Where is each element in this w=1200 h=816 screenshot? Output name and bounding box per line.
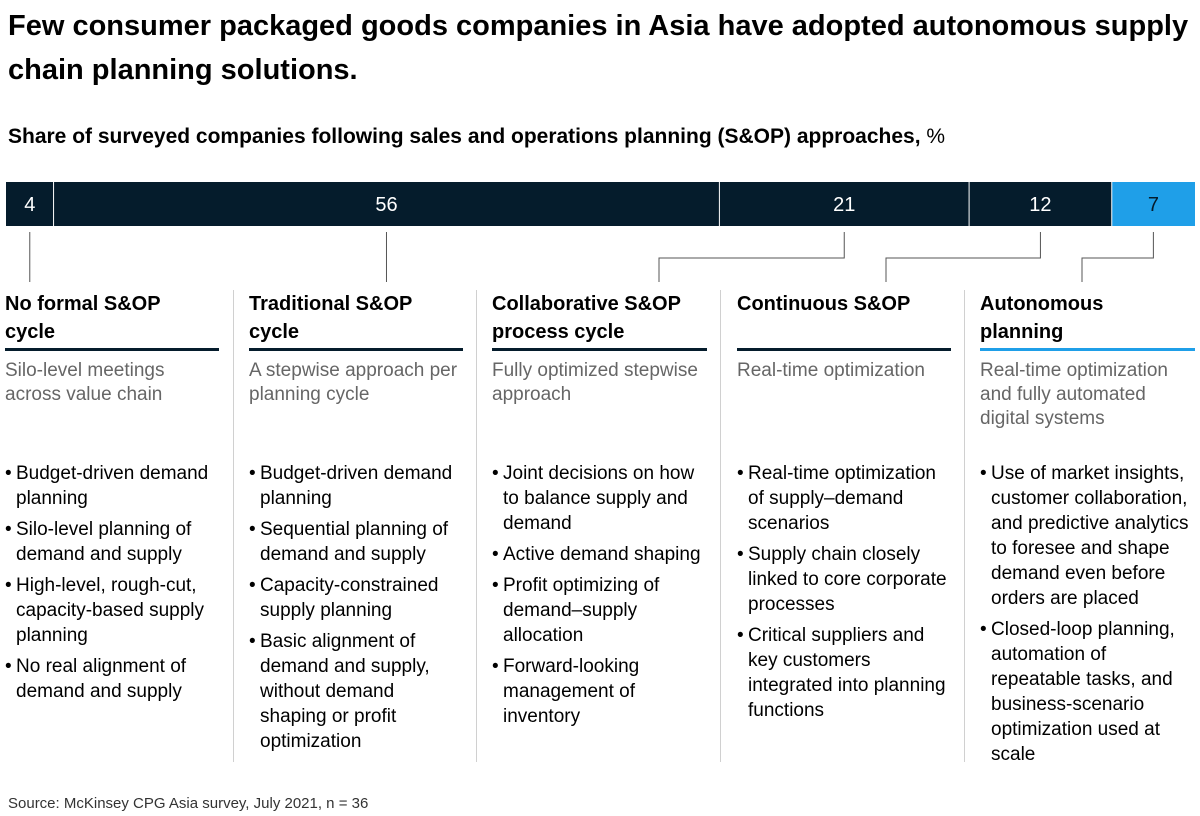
column-divider — [964, 290, 965, 762]
column-rule — [492, 348, 707, 351]
bullet-item: Capacity-constrained supply planning — [249, 573, 463, 623]
column-title-line: No formal S&OP — [5, 293, 161, 315]
bullet-item: Basic alignment of demand and supply, wi… — [249, 629, 463, 754]
bullet-item: Sequential planning of demand and supply — [249, 517, 463, 567]
bullet-item: Forward-looking management of inventory — [492, 654, 707, 729]
column-traditional-sop: Traditional S&OP cycle A stepwise approa… — [249, 290, 463, 760]
bullet-item: Use of market insights, customer collabo… — [980, 461, 1195, 611]
bullet-item: Critical suppliers and key customers int… — [737, 623, 951, 723]
bar-connector-line — [1081, 232, 1154, 282]
bullet-item: Budget-driven demand planning — [249, 461, 463, 511]
column-title-line: cycle — [249, 321, 300, 343]
subtitle-unit: % — [926, 125, 946, 148]
bar-connector-line — [658, 232, 845, 282]
column-collaborative-sop: Collaborative S&OP process cycle Fully o… — [492, 290, 707, 735]
bar-segment — [969, 182, 1112, 226]
bar-value-label: 56 — [375, 194, 397, 216]
column-autonomous-planning: Autonomous planning Real-time optimizati… — [980, 290, 1195, 773]
column-bullet-list: Use of market insights, customer collabo… — [980, 461, 1195, 767]
bullet-item: High-level, rough-cut, capacity-based su… — [5, 573, 219, 648]
bar-value-label: 7 — [1148, 194, 1159, 216]
bullet-item: Real-time optimization of supply–demand … — [737, 461, 951, 536]
bar-value-label: 12 — [1029, 194, 1051, 216]
bar-value-label: 21 — [833, 194, 855, 216]
column-continuous-sop: Continuous S&OP Real-time optimization R… — [737, 290, 951, 729]
column-title-line: process cycle — [492, 321, 625, 343]
chart-subtitle: Share of surveyed companies following sa… — [8, 122, 945, 152]
bullet-item: Joint decisions on how to balance supply… — [492, 461, 707, 536]
column-bullet-list: Budget-driven demand planning Silo-level… — [5, 461, 219, 704]
bar-segment — [53, 182, 720, 226]
column-rule — [737, 348, 951, 351]
column-description: Real-time optimization — [737, 360, 925, 381]
bullet-item: Closed-loop planning, automation of repe… — [980, 617, 1195, 767]
bullet-item: Supply chain closely linked to core corp… — [737, 542, 951, 617]
column-description: Fully optimized stepwise approach — [492, 360, 698, 405]
column-rule — [249, 348, 463, 351]
chart-title: Few consumer packaged goods companies in… — [8, 10, 1189, 86]
bar-segment — [6, 182, 54, 226]
column-rule-highlight — [980, 348, 1195, 351]
bar-value-label: 4 — [24, 194, 35, 216]
bar-segment — [1111, 182, 1195, 226]
bullet-item: Active demand shaping — [492, 542, 707, 567]
column-divider — [233, 290, 234, 762]
column-title: Continuous S&OP — [737, 290, 951, 346]
column-divider — [720, 290, 721, 762]
bullet-item: Silo-level planning of demand and supply — [5, 517, 219, 567]
column-title: Collaborative S&OP process cycle — [492, 290, 707, 346]
column-title: Autonomous planning — [980, 290, 1195, 346]
column-bullet-list: Budget-driven demand planning Sequential… — [249, 461, 463, 754]
column-title-line: planning — [980, 321, 1064, 343]
column-title: No formal S&OP cycle — [5, 290, 219, 346]
column-description: Silo-level meetings across value chain — [5, 360, 165, 405]
column-description: A stepwise approach per planning cycle — [249, 360, 458, 405]
bar-connector-line — [885, 232, 1041, 282]
column-bullet-list: Joint decisions on how to balance supply… — [492, 461, 707, 729]
source-note: Source: McKinsey CPG Asia survey, July 2… — [8, 795, 369, 812]
column-title-line: Collaborative S&OP — [492, 293, 681, 315]
column-title-line: cycle — [5, 321, 56, 343]
stacked-bar-chart: 4 56 21 12 7 — [6, 182, 1195, 282]
bullet-item: Profit optimizing of demand–supply alloc… — [492, 573, 707, 648]
column-rule — [5, 348, 219, 351]
column-title-line: Continuous S&OP — [737, 293, 911, 315]
column-bullet-list: Real-time optimization of supply–demand … — [737, 461, 951, 723]
bullet-item: No real alignment of demand and supply — [5, 654, 219, 704]
column-description: Real-time optimization and fully automat… — [980, 360, 1168, 429]
column-title-line: Traditional S&OP — [249, 293, 413, 315]
column-title: Traditional S&OP cycle — [249, 290, 463, 346]
column-title-line: Autonomous — [980, 293, 1104, 315]
subtitle-text: Share of surveyed companies following sa… — [8, 125, 921, 148]
column-no-formal-sop: No formal S&OP cycle Silo-level meetings… — [5, 290, 219, 710]
column-divider — [476, 290, 477, 762]
bar-segment — [719, 182, 970, 226]
bullet-item: Budget-driven demand planning — [5, 461, 219, 511]
